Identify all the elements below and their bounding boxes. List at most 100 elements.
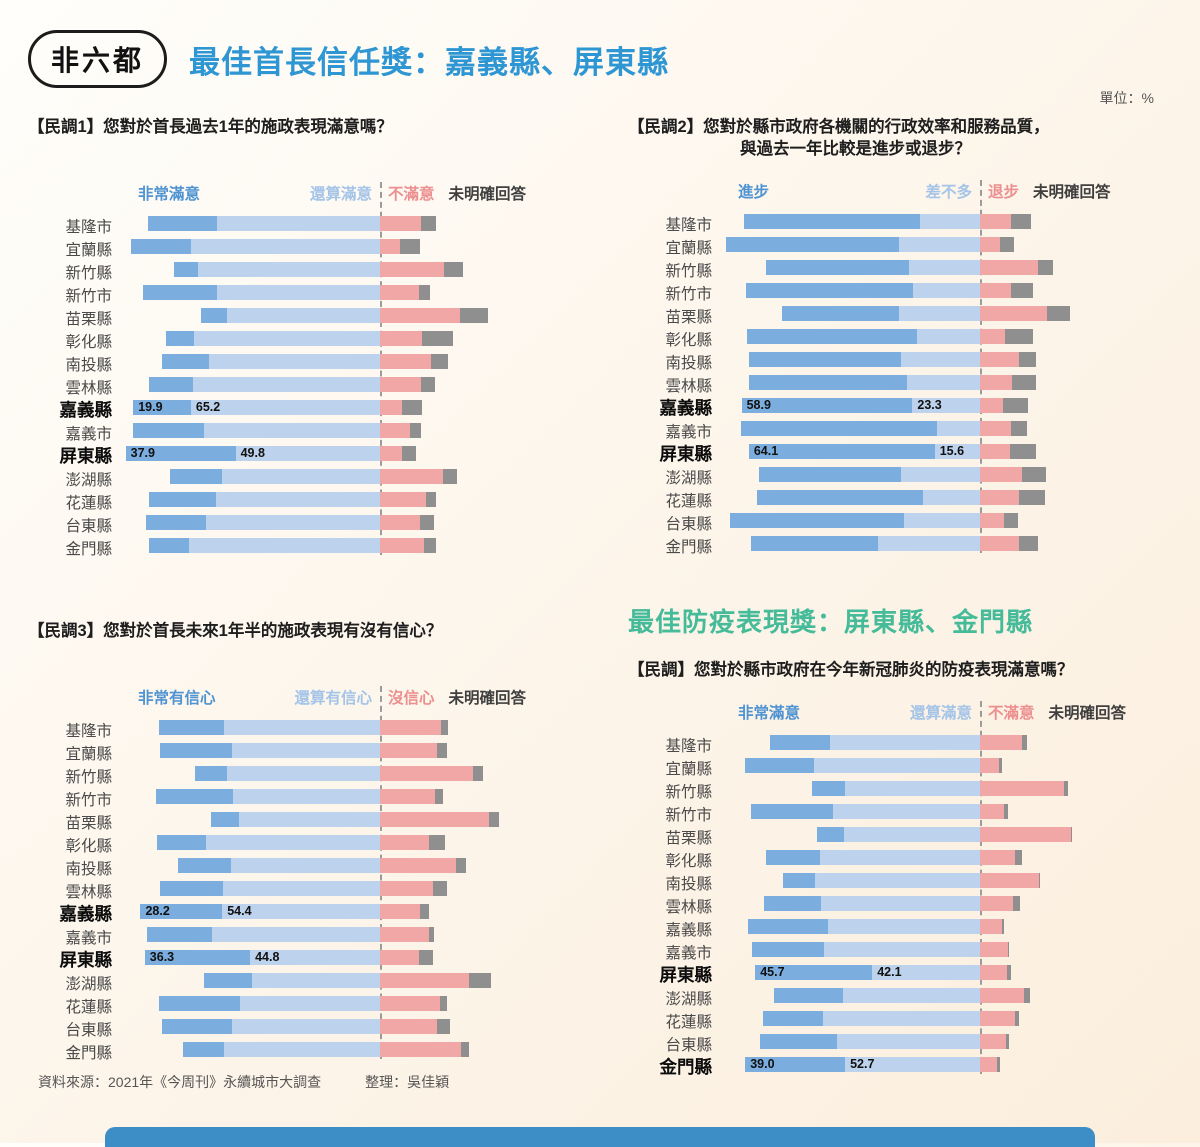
bar-segment-primary <box>148 538 189 553</box>
county-label: 雲林縣 <box>665 378 712 395</box>
bar-segment-primary <box>783 873 816 888</box>
bar-row: 屏東縣 36.3 44.8 <box>28 946 594 970</box>
poll2-title-line2: 與過去一年比較是進步或退步？ <box>740 140 971 158</box>
bar-row: 新竹市 <box>28 785 594 809</box>
bar-segment-unclear <box>436 1019 451 1034</box>
bar-segment-primary <box>155 789 234 804</box>
bar-segment-negative <box>980 735 1023 750</box>
county-label: 彰化縣 <box>665 853 712 870</box>
poll2-rows: 基隆市 宜蘭縣 新竹縣 新竹市 苗栗縣 彰化縣 南投縣 雲林縣 嘉義縣 58.9 23.3 嘉義市 屏東… <box>628 210 1194 556</box>
bar-canvas <box>120 423 594 438</box>
bar-segment-secondary <box>900 352 980 367</box>
bar-segment-secondary <box>843 827 980 842</box>
county-label: 嘉義縣 <box>659 398 713 418</box>
bar-row: 新竹市 <box>628 800 1194 824</box>
bar-segment-unclear <box>1019 352 1036 367</box>
legend-regressed: 退步 <box>988 184 1020 201</box>
bar-segment-primary <box>148 216 217 231</box>
bar-segment-negative <box>380 881 434 896</box>
bar-segment-unclear <box>402 446 416 461</box>
county-label: 新竹縣 <box>665 263 712 280</box>
bar-row: 新竹縣 <box>628 256 1194 280</box>
bar-row: 新竹縣 <box>628 777 1194 801</box>
county-label: 雲林縣 <box>665 899 712 916</box>
county-label: 基隆市 <box>665 217 712 234</box>
bar-segment-unclear <box>1013 896 1020 911</box>
bar-segment-negative <box>980 398 1004 413</box>
bar-canvas <box>120 492 594 507</box>
bar-segment-secondary: 15.6 <box>934 444 980 459</box>
county-label: 南投縣 <box>665 355 712 372</box>
bar-segment-secondary: 23.3 <box>912 398 980 413</box>
bar-canvas <box>720 942 1194 957</box>
bar-segment-unclear <box>1006 965 1011 980</box>
county-label: 屏東縣 <box>659 444 713 464</box>
county-label: 基隆市 <box>65 219 112 236</box>
county-label: 台東縣 <box>665 516 712 533</box>
bar-segment-negative <box>380 858 456 873</box>
value-label: 64.1 <box>753 444 779 458</box>
bar-canvas <box>720 329 1194 344</box>
bar-segment-secondary <box>819 850 980 865</box>
bar-segment-secondary <box>239 812 380 827</box>
bar-row: 金門縣 39.0 52.7 <box>628 1053 1194 1077</box>
bar-segment-unclear <box>435 789 443 804</box>
bar-segment-unclear <box>409 423 421 438</box>
bar-segment-primary <box>133 423 204 438</box>
bar-row: 苗栗縣 <box>28 808 594 832</box>
county-label: 新竹市 <box>65 288 112 305</box>
bar-canvas: 19.9 65.2 <box>120 400 594 415</box>
bar-canvas <box>120 239 594 254</box>
bar-segment-negative <box>980 896 1014 911</box>
county-label: 台東縣 <box>65 518 112 535</box>
bar-canvas <box>120 308 594 323</box>
county-label: 新竹市 <box>65 792 112 809</box>
bar-segment-negative <box>980 513 1005 528</box>
bar-canvas <box>720 283 1194 298</box>
bar-row: 澎湖縣 <box>628 984 1194 1008</box>
county-label: 苗栗縣 <box>65 311 112 328</box>
bar-segment-unclear <box>440 996 447 1011</box>
bar-segment-secondary <box>205 515 380 530</box>
bar-segment-negative <box>380 515 420 530</box>
bar-segment-unclear <box>431 354 448 369</box>
bar-segment-negative <box>380 927 429 942</box>
poll4-panel: 最佳防疫表現獎：屏東縣、金門縣 【民調】您對於縣市政府在今年新冠肺炎的防疫表現滿… <box>628 602 1194 1077</box>
bar-row: 台東縣 <box>28 1015 594 1039</box>
bar-segment-secondary <box>222 469 380 484</box>
bar-row: 宜蘭縣 <box>628 754 1194 778</box>
bar-segment-negative <box>380 285 419 300</box>
bar-segment-primary <box>741 421 938 436</box>
bar-segment-primary: 64.1 <box>748 444 935 459</box>
bar-segment-negative <box>980 467 1022 482</box>
poll2-panel: 【民調2】您對於縣市政府各機關的行政效率和服務品質， 與過去一年比較是進步或退步… <box>628 116 1194 556</box>
bar-canvas <box>720 781 1194 796</box>
bar-canvas: 39.0 52.7 <box>720 1057 1194 1072</box>
bar-segment-unclear <box>1071 827 1073 842</box>
legend-somewhat-confident: 還算有信心 <box>294 690 372 707</box>
bar-segment-primary <box>774 988 843 1003</box>
bar-segment-unclear <box>472 766 483 781</box>
bar-row: 屏東縣 45.7 42.1 <box>628 961 1194 985</box>
bar-segment-primary <box>170 469 223 484</box>
legend-dissatisfied: 不滿意 <box>388 186 435 203</box>
page-header: 非六都 最佳首長信任獎：嘉義縣、屏東縣 <box>28 30 669 88</box>
bar-row: 花蓮縣 <box>28 488 594 512</box>
source-note: 資料來源：2021年《今周刊》永續城市大調查 整理：吳佳穎 <box>38 1072 493 1092</box>
legend-dissatisfied: 不滿意 <box>988 705 1035 722</box>
bar-row: 基隆市 <box>628 210 1194 234</box>
bar-segment-negative <box>980 804 1005 819</box>
bar-row: 雲林縣 <box>28 877 594 901</box>
bar-row: 新竹市 <box>628 279 1194 303</box>
bar-segment-negative <box>980 421 1011 436</box>
bar-row: 嘉義市 <box>28 419 594 443</box>
bar-segment-negative <box>380 973 470 988</box>
bar-segment-unclear <box>400 239 420 254</box>
county-label: 南投縣 <box>65 861 112 878</box>
bar-segment-negative <box>980 850 1016 865</box>
bar-segment-secondary <box>226 766 380 781</box>
bar-segment-secondary <box>937 421 980 436</box>
bar-segment-secondary <box>907 375 980 390</box>
value-label: 58.9 <box>746 398 771 412</box>
bar-row: 嘉義縣 58.9 23.3 <box>628 394 1194 418</box>
